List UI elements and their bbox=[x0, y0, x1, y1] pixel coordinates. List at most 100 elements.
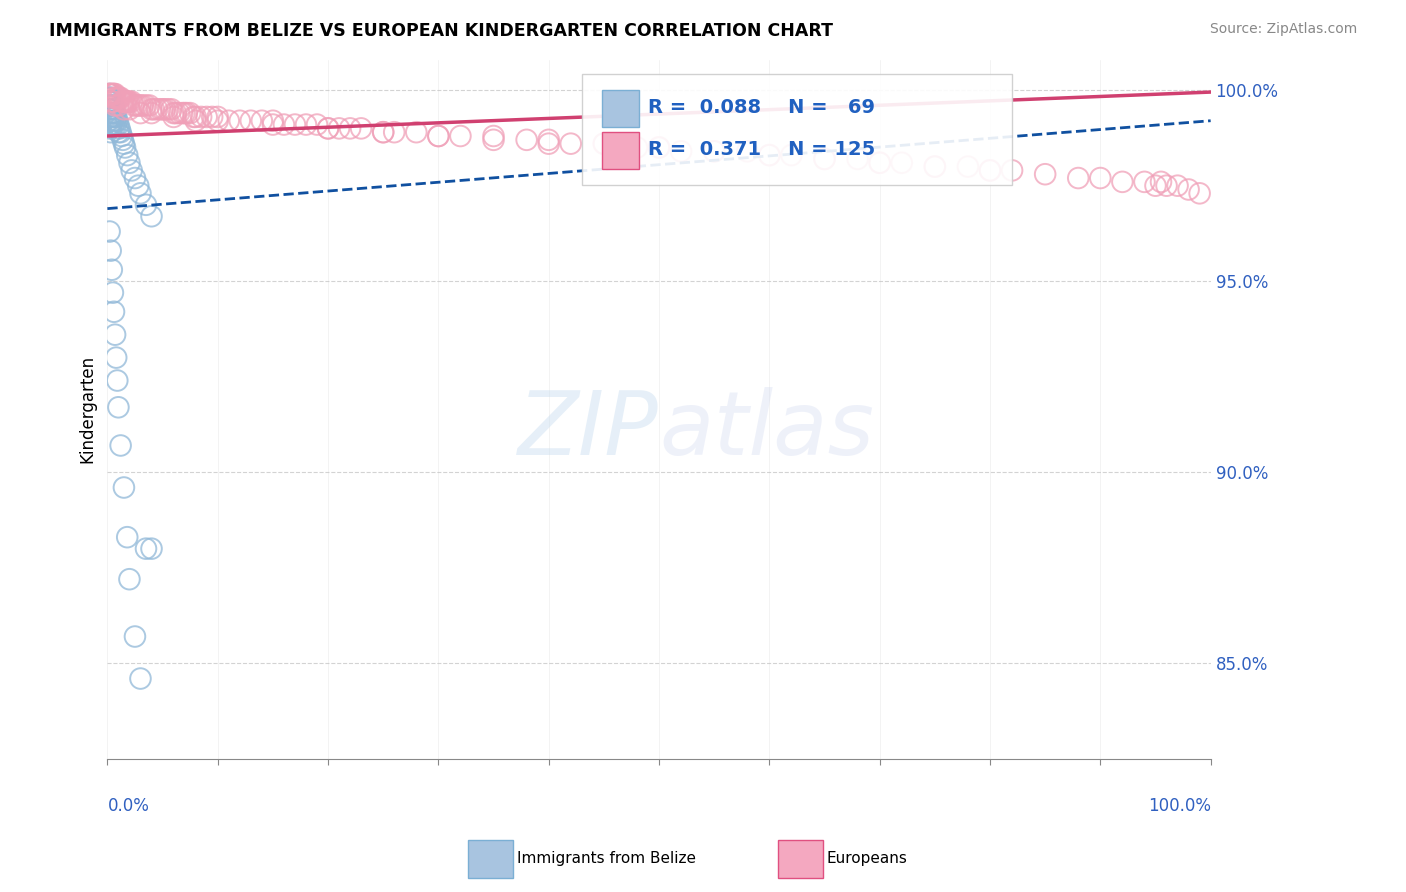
Point bbox=[703, 145, 725, 159]
Point bbox=[100, 244, 122, 258]
Point bbox=[101, 95, 124, 109]
Point bbox=[592, 136, 614, 151]
Point bbox=[780, 148, 803, 162]
Point bbox=[141, 106, 163, 120]
Point bbox=[152, 102, 174, 116]
Point bbox=[100, 98, 122, 112]
Point bbox=[105, 374, 128, 388]
Point bbox=[1144, 178, 1167, 193]
Point bbox=[157, 102, 180, 116]
Point bbox=[98, 95, 121, 109]
Point bbox=[111, 128, 134, 143]
Point bbox=[141, 541, 163, 556]
Point bbox=[114, 140, 136, 154]
Point bbox=[124, 630, 146, 644]
Point bbox=[284, 118, 307, 132]
Point bbox=[626, 140, 648, 154]
Point bbox=[979, 163, 1001, 178]
Point bbox=[869, 155, 891, 169]
Point bbox=[135, 198, 157, 212]
Point bbox=[703, 145, 725, 159]
Point bbox=[105, 113, 128, 128]
Point bbox=[101, 110, 124, 124]
Point bbox=[648, 140, 671, 154]
Point bbox=[172, 106, 194, 120]
Point bbox=[183, 110, 205, 124]
Point bbox=[124, 171, 146, 186]
FancyBboxPatch shape bbox=[602, 90, 640, 128]
Point bbox=[104, 87, 127, 101]
Point bbox=[101, 91, 124, 105]
Text: IMMIGRANTS FROM BELIZE VS EUROPEAN KINDERGARTEN CORRELATION CHART: IMMIGRANTS FROM BELIZE VS EUROPEAN KINDE… bbox=[49, 22, 834, 40]
Point bbox=[201, 110, 224, 124]
Y-axis label: Kindergarten: Kindergarten bbox=[79, 355, 96, 463]
Point bbox=[98, 106, 121, 120]
Point bbox=[98, 87, 121, 101]
Point bbox=[101, 87, 124, 101]
Point bbox=[98, 102, 121, 116]
Point bbox=[373, 125, 395, 139]
Point bbox=[160, 102, 183, 116]
Point bbox=[100, 110, 122, 124]
Point bbox=[107, 125, 129, 139]
Point bbox=[229, 113, 252, 128]
Point bbox=[100, 87, 122, 101]
Text: 0.0%: 0.0% bbox=[107, 797, 149, 815]
Point bbox=[121, 163, 143, 178]
Point bbox=[103, 87, 125, 101]
Point bbox=[184, 110, 207, 124]
Point bbox=[482, 133, 505, 147]
Point bbox=[135, 98, 157, 112]
Point bbox=[262, 113, 284, 128]
Point bbox=[115, 95, 138, 109]
Point bbox=[537, 136, 560, 151]
Point bbox=[110, 91, 132, 105]
Point bbox=[162, 110, 184, 124]
Point bbox=[956, 160, 979, 174]
Point bbox=[1167, 178, 1189, 193]
Point bbox=[103, 102, 125, 116]
Point bbox=[250, 113, 273, 128]
Point bbox=[141, 102, 163, 116]
Point bbox=[427, 128, 450, 143]
Point bbox=[97, 102, 120, 116]
Point bbox=[1111, 175, 1133, 189]
Point bbox=[129, 186, 152, 201]
Point bbox=[107, 91, 129, 105]
Point bbox=[105, 91, 128, 105]
Point bbox=[129, 672, 152, 686]
Point bbox=[98, 118, 121, 132]
Point bbox=[1033, 167, 1056, 181]
Point bbox=[105, 351, 128, 365]
Point bbox=[758, 148, 780, 162]
Point bbox=[207, 110, 229, 124]
Point bbox=[104, 327, 127, 342]
Point bbox=[118, 102, 141, 116]
Text: Europeans: Europeans bbox=[827, 852, 908, 866]
Point bbox=[167, 106, 190, 120]
Point bbox=[101, 118, 124, 132]
Point bbox=[115, 148, 138, 162]
Point bbox=[560, 136, 582, 151]
Point bbox=[101, 262, 124, 277]
Text: ZIP: ZIP bbox=[519, 387, 659, 473]
Point bbox=[449, 128, 471, 143]
Point bbox=[648, 140, 671, 154]
Point bbox=[592, 136, 614, 151]
Point bbox=[373, 125, 395, 139]
Point bbox=[112, 102, 135, 116]
Point bbox=[97, 91, 120, 105]
Text: atlas: atlas bbox=[659, 387, 875, 473]
Point bbox=[114, 95, 136, 109]
Point bbox=[813, 152, 835, 166]
Point bbox=[98, 110, 121, 124]
Point bbox=[1156, 178, 1178, 193]
Point bbox=[122, 98, 145, 112]
Point bbox=[482, 128, 505, 143]
Point bbox=[735, 145, 758, 159]
Point bbox=[101, 95, 124, 109]
Point bbox=[207, 113, 229, 128]
Point bbox=[153, 102, 176, 116]
Point bbox=[1133, 175, 1156, 189]
Point bbox=[184, 113, 207, 128]
